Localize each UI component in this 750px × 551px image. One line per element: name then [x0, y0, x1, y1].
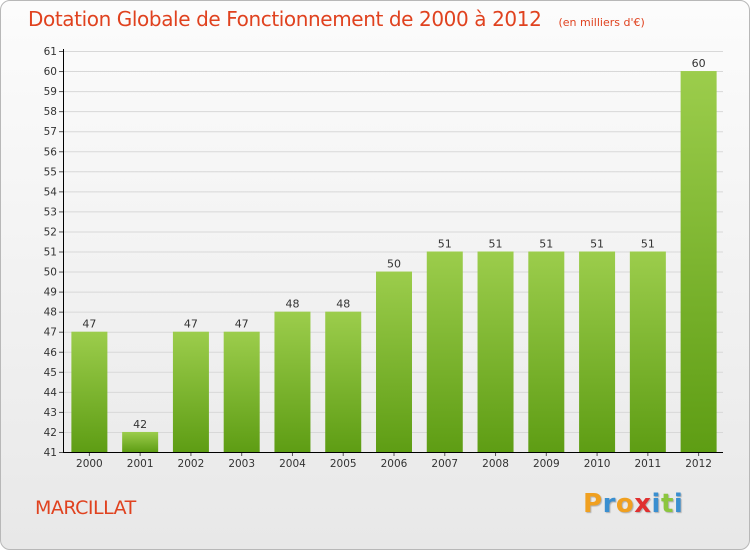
data-label: 47 [235, 318, 249, 331]
logo-letter: t [660, 489, 674, 519]
y-tick-label: 55 [44, 166, 57, 178]
y-tick-label: 46 [44, 347, 58, 359]
y-tick-label: 43 [44, 407, 57, 419]
logo-letter: x [634, 489, 652, 519]
chart-subtitle: (en milliers d'€) [558, 16, 645, 29]
logo-letter: P [583, 489, 603, 519]
data-label: 50 [387, 258, 401, 271]
y-tick-label: 49 [44, 287, 57, 299]
y-tick-label: 56 [44, 146, 58, 158]
y-tick-label: 48 [44, 307, 57, 319]
data-label: 47 [82, 318, 96, 331]
bar [528, 251, 565, 452]
data-label: 48 [285, 298, 299, 311]
title-row: Dotation Globale de Fonctionnement de 20… [28, 7, 645, 31]
bar [71, 331, 108, 452]
x-tick-label: 2001 [127, 458, 154, 470]
y-tick-label: 54 [44, 186, 58, 198]
proxiti-logo[interactable]: Proxiti [583, 489, 683, 519]
x-tick-label: 2004 [279, 458, 306, 470]
logo-letter: i [651, 489, 661, 519]
x-tick-label: 2005 [330, 458, 357, 470]
y-tick-label: 45 [44, 367, 57, 379]
data-label: 60 [692, 57, 706, 70]
y-tick-label: 57 [44, 126, 57, 138]
chart-title: Dotation Globale de Fonctionnement de 20… [28, 7, 542, 31]
logo-letter: i [673, 489, 684, 519]
y-tick-label: 52 [44, 226, 57, 238]
x-tick-label: 2002 [178, 458, 205, 470]
bar [223, 331, 260, 452]
axes: 41 42 43 44 45 46 47 48 49 50 51 52 53 54 55 56 57 58 59 60… [44, 46, 723, 470]
bar [122, 431, 159, 452]
y-tick-label: 59 [44, 86, 57, 98]
x-tick-label: 2010 [584, 458, 611, 470]
x-tick-label: 2000 [76, 458, 103, 470]
data-label: 48 [336, 298, 350, 311]
bar [172, 331, 209, 452]
data-label: 51 [489, 238, 503, 251]
x-tick-label: 2006 [381, 458, 408, 470]
bar [629, 251, 666, 452]
x-tick-label: 2003 [228, 458, 255, 470]
x-tick-label: 2008 [482, 458, 509, 470]
y-tick-label: 53 [44, 206, 57, 218]
bar [579, 251, 616, 452]
y-tick-label: 51 [44, 247, 57, 259]
logo-letter: o [615, 489, 635, 519]
x-tick-label: 2011 [634, 458, 661, 470]
x-tick-label: 2007 [431, 458, 458, 470]
x-tick-label: 2009 [533, 458, 560, 470]
y-tick-label: 42 [44, 427, 57, 439]
y-tick-label: 50 [44, 267, 57, 279]
y-tick-label: 44 [44, 387, 58, 399]
data-label: 51 [539, 238, 553, 251]
bar [426, 251, 463, 452]
data-label: 51 [438, 238, 452, 251]
data-label: 51 [590, 238, 604, 251]
y-tick-label: 60 [44, 66, 57, 78]
bar [376, 271, 412, 452]
logo-letter: r [602, 489, 616, 519]
bar [325, 311, 362, 452]
data-label: 42 [133, 418, 147, 431]
bar [680, 71, 717, 453]
y-tick-label: 47 [44, 327, 57, 339]
bar [477, 251, 514, 452]
data-label: 51 [641, 238, 655, 251]
bars: 47 42 47 47 48 48 50 51 51 51 51 51 60 [71, 57, 717, 453]
data-label: 47 [184, 318, 198, 331]
y-tick-label: 58 [44, 106, 57, 118]
y-tick-label: 61 [44, 46, 57, 58]
x-tick-label: 2012 [685, 458, 712, 470]
commune-name: MARCILLAT [35, 497, 136, 519]
y-tick-label: 41 [44, 447, 57, 459]
bar [274, 311, 311, 452]
